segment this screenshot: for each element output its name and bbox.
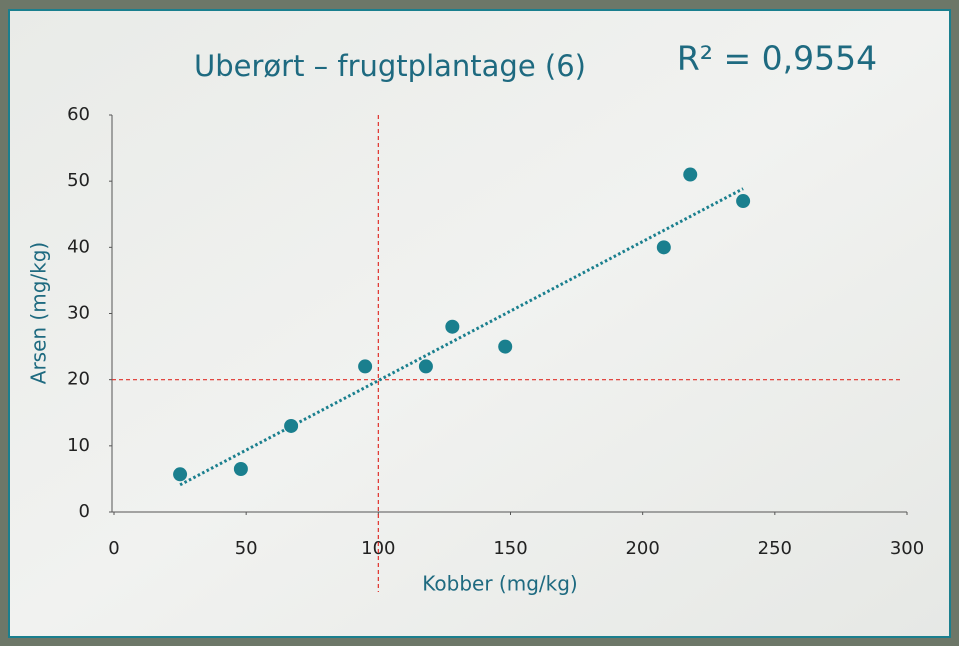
y-tick-label: 30 xyxy=(67,303,90,324)
x-axis-title: Kobber (mg/kg) xyxy=(422,572,577,596)
scatter-point xyxy=(736,194,750,208)
scatter-point xyxy=(419,359,433,373)
x-tick-label: 100 xyxy=(361,538,395,559)
x-tick-label: 0 xyxy=(108,538,119,559)
x-tick-label: 300 xyxy=(890,538,924,559)
scatter-point xyxy=(683,168,697,182)
scatter-point xyxy=(284,419,298,433)
x-tick-label: 50 xyxy=(235,538,258,559)
x-tick-label: 150 xyxy=(493,538,527,559)
scatter-point xyxy=(358,359,372,373)
y-tick-label: 10 xyxy=(67,435,90,456)
chart: Uberørt – frugtplantage (6) R² = 0,9554 … xyxy=(0,0,959,646)
y-axis-title: Arsen (mg/kg) xyxy=(27,242,51,384)
y-tick-label: 20 xyxy=(67,369,90,390)
y-tick-label: 0 xyxy=(79,501,90,522)
scatter-point xyxy=(173,467,187,481)
r-squared: R² = 0,9554 xyxy=(677,39,877,78)
x-tick-label: 200 xyxy=(625,538,659,559)
x-tick-label: 250 xyxy=(758,538,792,559)
y-tick-label: 60 xyxy=(67,104,90,125)
scatter-point xyxy=(234,462,248,476)
scatter-point xyxy=(657,240,671,254)
chart-panel xyxy=(9,10,950,637)
scatter-point xyxy=(498,340,512,354)
y-tick-label: 40 xyxy=(67,236,90,257)
scatter-point xyxy=(445,320,459,334)
chart-title: Uberørt – frugtplantage (6) xyxy=(194,49,586,83)
y-tick-label: 50 xyxy=(67,170,90,191)
